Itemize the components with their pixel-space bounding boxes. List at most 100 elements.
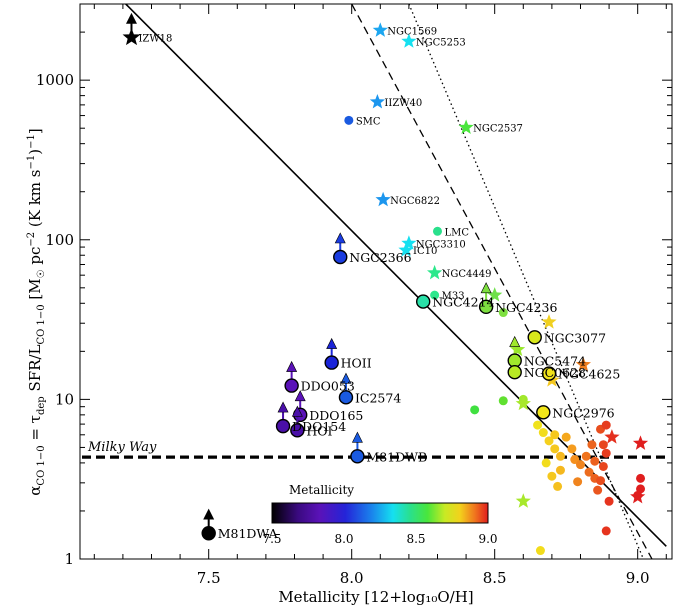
data-point-m81dwa-limit-arrow [203,508,215,528]
data-point-ngc2366-limit-arrow [334,232,346,251]
data-point [541,314,557,329]
x-tick-label: 8.5 [483,569,507,587]
y-tick-label: 1000 [36,71,74,89]
data-point-ic2574-limit-arrow [340,372,352,392]
y-tick-label: 100 [45,231,74,249]
point-label-izw18: IZW18 [138,34,172,45]
data-point-ddo053-limit-arrow [286,360,298,380]
point-label-hoii: HOII [341,356,372,371]
point-label-lmc: LMC [444,227,469,238]
point-label-ngc6822: NGC6822 [390,196,440,207]
colorbar: Metallicity 7.5 8.0 8.5 9.0 [262,483,497,546]
data-point [604,429,620,444]
point-label-ngc1569: NGC1569 [387,26,437,37]
point-label-ngc4625: NGC4625 [558,367,620,382]
point-label-ic10: IC10 [413,246,437,257]
data-point-m81dwa [201,526,216,541]
data-point [601,420,611,430]
data-point [550,444,560,454]
data-point [601,448,611,458]
point-label-ngc3310: NGC3310 [416,239,466,250]
data-point-ngc2537 [458,119,474,134]
point-label-ngc4449: NGC4449 [442,269,492,280]
data-point [470,405,480,415]
data-point-ddo154-limit-arrow [277,401,289,421]
data-point-ngc6822 [375,191,391,207]
data-point-ngc2366 [333,249,348,265]
data-point [498,308,508,318]
data-point [598,461,608,471]
data-point-ic10 [398,242,414,257]
relation-lines [125,4,667,559]
x-tick-label: 9.0 [626,569,650,587]
data-point-m81dwb [350,449,365,464]
point-label-ngc0628: NGC0628 [524,365,586,380]
colorbar-tick-label: 9.0 [478,532,497,546]
point-label-iizw40: IIZW40 [384,98,422,109]
data-point-izw18 [122,28,141,46]
data-point [633,490,643,500]
data-point [515,395,531,411]
y-axis-title: αCO 1−0 = τdep SFR/LCO 1−0 [M☉ pc−2 (K k… [26,128,47,495]
data-point [535,546,545,556]
data-point-ddo165-limit-arrow [294,390,306,409]
point-label-ddo165: DDO165 [309,408,363,423]
data-point [487,287,503,302]
data-point [533,420,543,430]
dashed-relation-line [351,4,653,559]
point-label-hoi: HOI [306,423,332,438]
data-point [553,481,563,491]
data-point-ddo053 [284,378,299,393]
data-point-ngc0628 [507,365,522,380]
point-label-ngc4214: NGC4214 [432,295,494,310]
point-label-smc: SMC [356,116,381,127]
data-point [538,428,548,438]
data-point [510,341,526,357]
data-point-hoii-limit-arrow [326,337,338,357]
data-point [636,473,646,483]
data-point [570,455,580,465]
data-point-hoii [324,355,339,370]
data-point [575,460,585,470]
data-point-ngc4236-limit-arrow [480,282,492,301]
point-label-ngc2537: NGC2537 [473,124,523,135]
data-point [598,440,608,450]
data-point-ngc4214 [415,294,431,309]
data-point [590,456,600,466]
x-axis-title: Metallicity [12+log₁₀O/H] [278,588,473,606]
point-label-ngc3077: NGC3077 [544,330,606,345]
data-point [555,451,565,461]
data-point-ngc5474-limit-arrow [509,335,521,355]
dotted-relation-line [408,4,644,559]
point-label-m81dwa: M81DWA [218,526,279,541]
data-point [561,432,571,442]
data-point [587,440,597,450]
data-point [575,356,591,372]
point-label-ddo053: DDO053 [301,379,355,394]
point-label-m33: M33 [442,291,465,302]
data-point-lmc [432,226,442,236]
data-point-ngc5253 [401,33,417,48]
colorbar-gradient [271,502,489,524]
data-point-ngc4449 [427,264,443,280]
point-label-ddo154: DDO154 [292,419,346,434]
data-point [596,476,606,486]
point-label-ngc5253: NGC5253 [416,37,466,48]
data-point-iizw40 [369,94,385,109]
x-tick-label: 8.0 [340,569,364,587]
data-point-ngc1569 [372,22,388,37]
data-point [541,458,551,468]
data-point-ic2574 [338,390,354,405]
data-point-m81dwb-limit-arrow [351,431,363,451]
point-label-m81dwb: M81DWB [366,449,427,464]
data-point-m33 [430,290,440,300]
data-point [550,430,560,440]
data-point [544,436,554,446]
data-point [547,471,557,481]
data-point-ngc2976 [536,405,551,420]
point-label-ngc4236: NGC4236 [495,300,557,315]
point-label-ngc5474: NGC5474 [524,354,586,369]
colorbar-tick-label: 8.0 [334,532,353,546]
data-point-hoi [290,423,305,438]
